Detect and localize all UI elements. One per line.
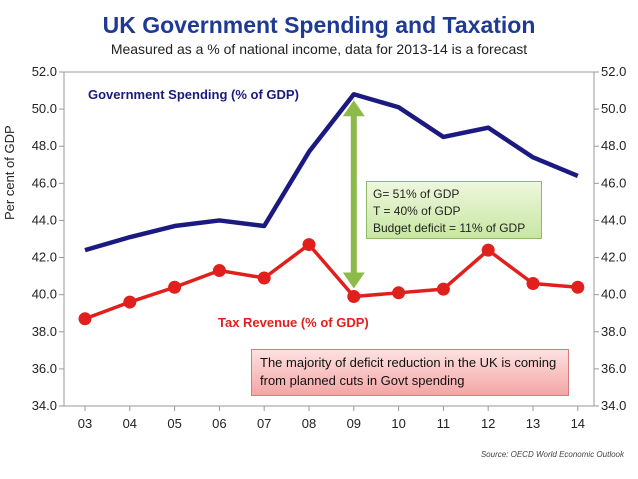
x-tick-label: 11 [437, 416, 451, 431]
x-tick-label: 03 [78, 416, 92, 431]
tax-data-point [436, 282, 450, 296]
source-note: Source: OECD World Economic Outlook [480, 450, 624, 459]
tax-data-point [347, 290, 361, 304]
tax-data-point [392, 286, 406, 300]
y-tick-label-right: 50.0 [601, 101, 626, 116]
tax-series-line [84, 242, 578, 321]
tax-data-point [526, 277, 540, 291]
chart-title: UK Government Spending and Taxation [102, 12, 536, 38]
tax-series-label: Tax Revenue (% of GDP) [218, 315, 369, 330]
tax-data-point [212, 264, 226, 278]
y-tick-label-left: 48.0 [32, 138, 57, 153]
x-tick-label: 07 [257, 416, 271, 431]
deficit-note-box: The majority of deficit reduction in the… [251, 349, 569, 396]
y-tick-label-left: 46.0 [32, 175, 57, 190]
deficit-annotation-box: G= 51% of GDP T = 40% of GDP Budget defi… [366, 181, 542, 239]
y-tick-label-right: 34.0 [601, 398, 626, 413]
y-tick-label-left: 42.0 [32, 250, 57, 265]
tax-data-point [168, 280, 182, 294]
y-tick-label-right: 46.0 [601, 175, 626, 190]
x-tick-label: 12 [481, 416, 495, 431]
y-tick-label-left: 34.0 [32, 398, 57, 413]
tax-data-point [123, 295, 137, 309]
annotation-line-deficit: Budget deficit = 11% of GDP [373, 221, 526, 235]
y-tick-label-right: 40.0 [601, 287, 626, 302]
y-tick-label-right: 52.0 [601, 64, 626, 79]
tax-data-point [302, 238, 316, 252]
y-tick-label-left: 44.0 [32, 212, 57, 227]
y-tick-label-right: 38.0 [601, 324, 626, 339]
x-tick-label: 06 [212, 416, 226, 431]
chart-subtitle: Measured as a % of national income, data… [110, 41, 528, 57]
x-tick-label: 10 [391, 416, 405, 431]
y-tick-label-left: 40.0 [32, 287, 57, 302]
y-tick-label-left: 52.0 [32, 64, 57, 79]
y-tick-label-right: 44.0 [601, 212, 626, 227]
x-tick-label: 13 [526, 416, 540, 431]
spending-series-line [84, 92, 579, 253]
tax-data-point [257, 271, 271, 285]
tax-data-point [78, 312, 92, 326]
x-tick-label: 08 [302, 416, 316, 431]
y-tick-label-left: 38.0 [32, 324, 57, 339]
x-tick-label: 14 [571, 416, 585, 431]
annotation-line-tax: T = 40% of GDP [373, 204, 461, 218]
y-tick-label-left: 50.0 [32, 101, 57, 116]
y-tick-label-right: 36.0 [601, 361, 626, 376]
deficit-arrow-head-bottom [342, 272, 365, 289]
deficit-arrow-head-top [342, 100, 365, 117]
y-tick-label-right: 48.0 [601, 138, 626, 153]
x-tick-label: 04 [123, 416, 137, 431]
annotation-line-spending: G= 51% of GDP [373, 187, 460, 201]
tax-data-point [571, 280, 585, 294]
y-tick-label-right: 42.0 [601, 250, 626, 265]
spending-series-label: Government Spending (% of GDP) [88, 87, 299, 102]
y-tick-label-left: 36.0 [32, 361, 57, 376]
x-tick-label: 09 [347, 416, 361, 431]
x-tick-label: 05 [167, 416, 181, 431]
tax-data-point [481, 243, 495, 257]
